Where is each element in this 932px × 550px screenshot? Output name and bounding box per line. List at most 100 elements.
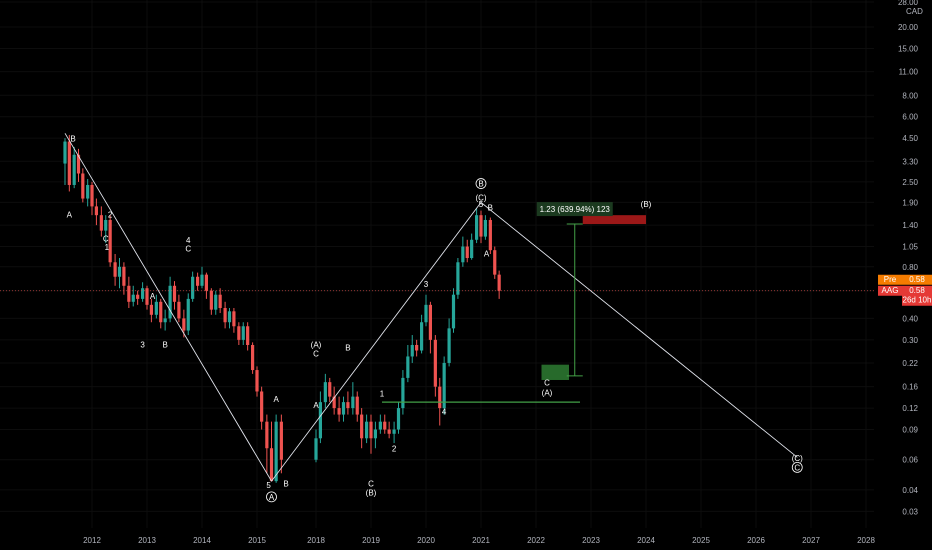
candle-body [223, 308, 227, 323]
wave-label: C [185, 245, 191, 254]
candlestick-series [63, 134, 501, 483]
candle-body [196, 276, 200, 286]
candle-body [346, 402, 350, 409]
candle-body [328, 382, 332, 397]
circled-wave-label: B [478, 180, 483, 189]
currency-label: CAD [906, 7, 923, 16]
y-tick-label: 0.22 [902, 359, 918, 368]
candle-body [433, 339, 437, 387]
x-tick-label: 2028 [857, 536, 875, 545]
candle-body [360, 414, 364, 439]
candle-body [451, 294, 456, 329]
x-tick-label: 2027 [802, 536, 820, 545]
x-tick-label: 2014 [193, 536, 211, 545]
candle-body [131, 294, 135, 302]
candle-body [186, 298, 190, 331]
wave-label: 2 [108, 211, 113, 220]
wave-label: B [488, 204, 493, 213]
candle-body [442, 362, 446, 409]
price-badge-bg [902, 285, 932, 306]
candle-body [438, 386, 442, 409]
wave-label: (B) [366, 489, 377, 498]
candle-body [392, 429, 396, 434]
candle-body [373, 429, 377, 439]
candle-body [191, 276, 195, 299]
candle-body [415, 344, 419, 351]
candle-body [86, 184, 90, 199]
pre-badge-value: 0.58 [909, 275, 925, 284]
wave-label: 5 [479, 200, 484, 209]
y-tick-label: 28.00 [898, 0, 919, 7]
candle-body [154, 301, 158, 315]
candle-body [493, 250, 497, 275]
candle-body [483, 219, 487, 237]
candle-body [406, 356, 410, 378]
candle-body [470, 239, 474, 259]
candle-body [108, 219, 112, 263]
candle-body [488, 219, 492, 251]
candle-body [378, 421, 382, 430]
candle-body [337, 408, 341, 415]
candle-body [204, 274, 208, 291]
candle-body [365, 421, 369, 439]
y-tick-label: 0.04 [902, 486, 918, 495]
time-axis[interactable]: 2012 2013 2014 2015 2018 2019 2020 2021 2022 2023… [83, 536, 875, 545]
entry-zone-box [541, 364, 569, 380]
candle-body [351, 396, 355, 409]
circled-wave-marker [266, 491, 277, 503]
wave-label: 1 [380, 390, 385, 399]
candle-body [279, 421, 283, 460]
wave-label: B [70, 135, 75, 144]
candle-body [456, 262, 460, 295]
candle-body [410, 344, 414, 357]
candle-body [81, 173, 85, 199]
y-tick-label: 1.90 [902, 198, 918, 207]
y-tick-label: 2.50 [902, 178, 918, 187]
pre-badge-value-bg [902, 274, 932, 285]
y-tick-label: 0.40 [902, 314, 918, 323]
candle-body [424, 304, 428, 323]
elliott-wave-line [64, 133, 798, 482]
candle-body [255, 370, 259, 392]
candle-body [117, 266, 122, 277]
wave-label: 3 [140, 341, 145, 350]
wave-label: C [313, 349, 319, 358]
y-tick-label: 0.80 [902, 263, 918, 272]
x-tick-label: 2012 [83, 536, 101, 545]
candle-body [177, 301, 181, 319]
candle-body [141, 288, 145, 299]
candle-body [127, 285, 131, 302]
y-tick-label: 0.09 [902, 426, 918, 435]
y-tick-label: 11.00 [899, 68, 919, 77]
candle-body [232, 311, 236, 327]
x-tick-label: 2023 [582, 536, 600, 545]
candle-body [274, 421, 278, 482]
y-tick-label: 0.12 [902, 404, 918, 413]
x-tick-label: 2018 [307, 536, 325, 545]
wave-label: (A) [542, 389, 553, 398]
y-tick-label: 1.05 [902, 243, 918, 252]
price-axis[interactable]: 28.00 20.00 15.00 11.00 8.00 6.00 4.50 3.30 2.50… [898, 0, 919, 516]
wave-label: C [544, 378, 550, 387]
candle-body [269, 448, 274, 482]
candle-body [63, 141, 67, 164]
candle-body [113, 262, 117, 277]
candle-body [465, 246, 469, 259]
candle-body [99, 215, 103, 231]
wave-label: 3 [424, 280, 429, 289]
candle-body [168, 285, 172, 319]
candle-body [251, 344, 255, 371]
y-tick-label: 0.30 [902, 336, 918, 345]
circled-wave-label: C [794, 463, 800, 472]
candle-body [479, 215, 483, 237]
candle-body [314, 438, 318, 460]
wave-label: C [368, 479, 374, 488]
wave-label: 4 [442, 408, 447, 417]
candle-body [227, 311, 232, 323]
candle-body [246, 326, 250, 345]
candle-body [341, 402, 346, 415]
wave-label: 1 [105, 243, 110, 252]
x-tick-label: 2015 [248, 536, 266, 545]
countdown-label: 26d 10h [903, 296, 932, 305]
